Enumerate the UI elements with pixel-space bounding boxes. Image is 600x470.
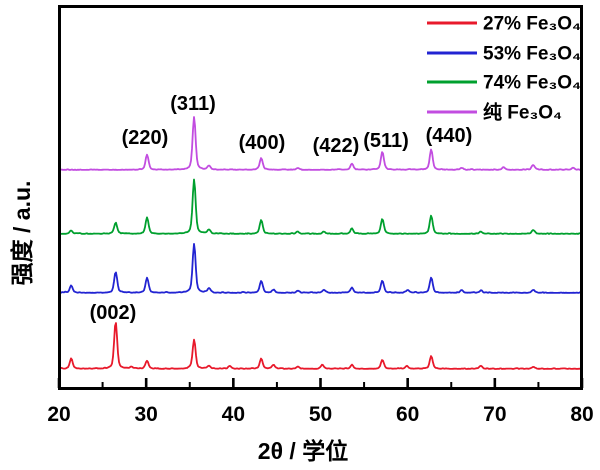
plot-frame xyxy=(58,5,583,390)
x-tick-label-20: 20 xyxy=(47,403,70,426)
peak-label-440: (440) xyxy=(426,125,473,147)
traces-group xyxy=(58,116,583,370)
trace-74pct-fe3o4 xyxy=(58,178,583,235)
peak-label-220: (220) xyxy=(122,127,169,149)
peak-label-311: (311) xyxy=(170,93,216,115)
trace-27pct-fe3o4 xyxy=(58,322,583,370)
trace-53pct-fe3o4 xyxy=(58,242,583,294)
x-tick-label-70: 70 xyxy=(483,403,506,426)
x-tick-label-80: 80 xyxy=(570,403,593,426)
y-axis-title: 强度 / a.u. xyxy=(9,181,35,286)
x-tick-label-40: 40 xyxy=(222,403,245,426)
legend-label: 27% Fe₃O₄ xyxy=(483,14,581,35)
legend-item-2: 74% Fe₃O₄ xyxy=(427,73,581,94)
peak-label-422: (422) xyxy=(313,135,360,157)
peak-annotations: (002) (220)(311) (400) (422) (511) (440) xyxy=(90,93,473,324)
x-tick-label-60: 60 xyxy=(396,403,419,426)
legend-label: 纯 Fe₃O₄ xyxy=(483,101,562,124)
trace-pure-fe3o4 xyxy=(58,116,583,171)
x-axis-title: 2θ / 学位 xyxy=(258,438,348,464)
x-tick-label-30: 30 xyxy=(134,403,157,426)
legend-label: 53% Fe₃O₄ xyxy=(483,44,581,65)
legend-item-3: 纯 Fe₃O₄ xyxy=(427,101,562,124)
legend: 27% Fe₃O₄ 53% Fe₃O₄ 74% Fe₃O₄ 纯 Fe₃O₄ xyxy=(427,14,581,124)
x-axis-tick-labels: 20 30 40 50 60 70 80 xyxy=(47,403,593,426)
legend-item-1: 53% Fe₃O₄ xyxy=(427,44,581,65)
peak-label-511: (511) xyxy=(363,130,409,152)
peak-label-400: (400) xyxy=(239,132,286,154)
peak-label-002: (002) xyxy=(90,302,137,324)
legend-label: 74% Fe₃O₄ xyxy=(483,73,581,94)
x-axis-ticks xyxy=(57,378,584,388)
legend-item-0: 27% Fe₃O₄ xyxy=(427,14,581,35)
x-tick-label-50: 50 xyxy=(309,403,332,426)
